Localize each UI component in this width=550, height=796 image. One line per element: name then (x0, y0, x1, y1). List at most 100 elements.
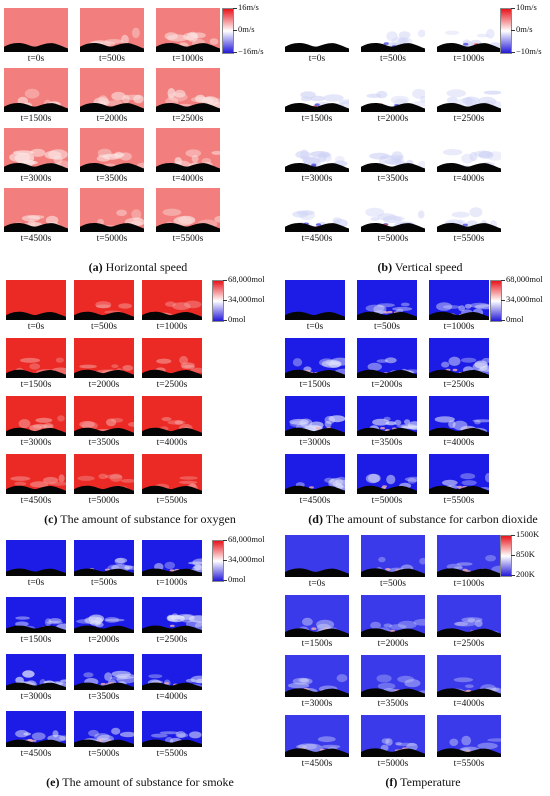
simulation-image (357, 338, 417, 378)
simulation-image (80, 128, 144, 172)
simulation-image (285, 128, 349, 172)
time-label: t=5000s (377, 759, 409, 769)
simulation-image (285, 535, 349, 577)
time-label: t=0s (27, 54, 45, 64)
snapshot-f-11: t=5500s (437, 715, 501, 771)
plume-blob (164, 32, 178, 40)
colorbar-tick (511, 535, 515, 536)
plume-blob (104, 672, 113, 681)
time-label: t=3000s (20, 438, 52, 448)
simulation-image (285, 188, 349, 232)
snapshot-d-6: t=3000s (285, 396, 345, 450)
terrain (285, 102, 349, 112)
snapshot-b-0: t=0s (285, 8, 349, 66)
plume-blob (191, 155, 199, 163)
snapshot-c-4: t=2000s (74, 338, 134, 392)
colorbar-tick (233, 8, 237, 9)
plume-blob (89, 620, 102, 626)
panel-caption-text: The amount of substance for smoke (62, 775, 234, 789)
plume-blob (173, 217, 193, 227)
plume-blob (45, 215, 59, 225)
time-label: t=5000s (88, 496, 120, 506)
time-label: t=1000s (156, 322, 188, 332)
colorbar-tick (511, 52, 515, 53)
plume-blob (400, 302, 410, 307)
plume-blob (386, 31, 398, 42)
hotspot (309, 486, 314, 489)
plume-blob (321, 359, 342, 368)
plume-blob (404, 679, 421, 688)
plume-blob (485, 473, 489, 483)
time-label: t=5000s (371, 496, 403, 506)
plume-blob (189, 731, 202, 739)
simulation-image (285, 454, 345, 494)
time-label: t=1500s (301, 639, 333, 649)
plume-blob (467, 618, 476, 623)
plume-blob (446, 96, 459, 104)
simulation-image (285, 338, 345, 378)
simulation-image (285, 715, 349, 757)
simulation-image (429, 280, 489, 320)
panel-letter: (d) (308, 512, 323, 526)
hotspot (452, 368, 458, 372)
time-label: t=3000s (20, 692, 52, 702)
plume-blob (377, 303, 395, 308)
snapshot-a-5: t=2500s (156, 68, 220, 126)
plume-blob (319, 358, 335, 367)
terrain (142, 311, 202, 320)
simulation-image (74, 396, 134, 436)
plume-blob (381, 738, 390, 744)
simulation-image (156, 68, 220, 112)
plume-blob (190, 32, 206, 39)
simulation-image (142, 654, 202, 690)
plume-blob (486, 151, 501, 161)
plume-blob (173, 215, 196, 226)
plume-blob (81, 421, 98, 430)
snapshot-d-10: t=5000s (357, 454, 417, 508)
hotspot (462, 568, 468, 572)
plume-blob (185, 149, 202, 158)
snapshot-a-9: t=4500s (4, 188, 68, 246)
plume-blob (178, 215, 196, 224)
plume-blob (296, 744, 307, 749)
plume-blob (30, 148, 46, 157)
colorbar-label-mid: 34,000mol (228, 554, 265, 564)
plume-blob (120, 479, 134, 483)
simulation-image (437, 8, 501, 52)
plume-blob (419, 557, 425, 565)
plume-blob (43, 476, 59, 484)
plume-blob (122, 365, 134, 371)
snapshot-a-7: t=3500s (80, 128, 144, 186)
plume-blob (398, 37, 409, 43)
plume-blob (448, 356, 461, 366)
colorbar-label-min: 200K (516, 569, 535, 579)
snapshot-c-0: t=0s (6, 280, 66, 334)
plume-blob (470, 39, 482, 45)
simulation-image (4, 128, 68, 172)
snapshot-e-4: t=2000s (74, 597, 134, 647)
hotspot (385, 568, 391, 571)
terrain (6, 625, 66, 633)
hotspot (382, 485, 387, 488)
hotspot (314, 103, 320, 106)
plume-blob (116, 209, 127, 216)
simulation-image (437, 128, 501, 172)
plume-blob (111, 364, 119, 369)
simulation-image (6, 654, 66, 690)
snapshot-f-10: t=5000s (361, 715, 425, 771)
snapshot-d-3: t=1500s (285, 338, 345, 392)
plume-blob (15, 616, 30, 620)
simulation-image (80, 8, 144, 52)
snapshot-d-4: t=2000s (357, 338, 417, 392)
plume-blob (133, 217, 143, 223)
plume-blob (184, 300, 202, 309)
snapshot-b-10: t=5000s (361, 188, 425, 246)
plume-blob (15, 730, 29, 738)
plume-blob (14, 481, 27, 486)
plume-blob (365, 473, 380, 484)
time-label: t=3500s (88, 438, 120, 448)
time-label: t=3500s (377, 699, 409, 709)
plume-blob (385, 738, 393, 746)
plume-blob (476, 33, 490, 38)
plume-blob (148, 674, 163, 679)
